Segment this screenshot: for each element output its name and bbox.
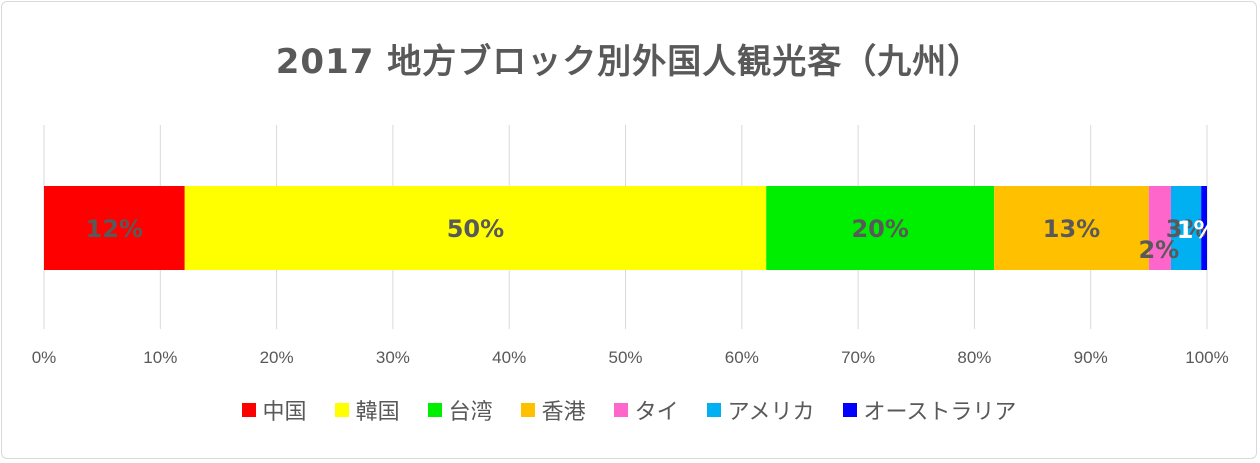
legend-label: アメリカ	[727, 400, 815, 425]
x-tick-label: 30%	[376, 348, 410, 367]
legend-label: オーストラリア	[863, 400, 1017, 425]
data-label: 1%	[1177, 216, 1218, 244]
legend-item: タイ	[613, 394, 679, 426]
legend-item: 台湾	[427, 394, 493, 426]
bar-segment	[184, 186, 767, 270]
legend-item: 中国	[241, 394, 307, 426]
legend-swatch	[241, 403, 256, 417]
chart-title: 2017 地方ブロック別外国人観光客（九州）	[275, 42, 983, 82]
legend-label: 韓国	[355, 400, 400, 425]
legend-swatch	[842, 403, 857, 417]
x-tick-label: 80%	[957, 348, 991, 367]
bar-segment	[1170, 186, 1202, 270]
legend-label: 香港	[541, 400, 586, 425]
bar-segment	[994, 186, 1149, 270]
x-tick-label: 40%	[492, 348, 526, 367]
data-label: 3%	[1166, 215, 1207, 243]
x-tick-label: 10%	[143, 348, 177, 367]
legend-label: 中国	[262, 400, 307, 425]
x-tick-label: 70%	[841, 348, 875, 367]
legend-item: 韓国	[334, 394, 400, 426]
x-tick-label: 0%	[32, 348, 57, 367]
bar-segment	[44, 186, 185, 270]
legend-swatch	[706, 403, 721, 417]
bar-segment	[1201, 186, 1207, 270]
data-label: 13%	[1043, 215, 1100, 243]
x-tick-label: 100%	[1185, 348, 1228, 367]
data-label: 2%	[1138, 236, 1179, 264]
x-tick-label: 20%	[260, 348, 294, 367]
data-label: 50%	[447, 215, 504, 243]
legend-swatch	[613, 403, 628, 417]
chart-legend: 中国 韓国 台湾 香港 タイ アメリカ オーストラリア	[2, 394, 1256, 426]
legend-swatch	[520, 403, 535, 417]
bar-segment	[1148, 186, 1171, 270]
legend-swatch	[427, 403, 442, 417]
data-label: 20%	[851, 215, 908, 243]
legend-item: オーストラリア	[842, 394, 1017, 426]
x-tick-label: 60%	[725, 348, 759, 367]
legend-label: タイ	[634, 400, 679, 425]
legend-item: アメリカ	[706, 394, 815, 426]
chart-plot-area: 0% 10% 20% 30% 40% 50% 60% 70% 80% 90% 100% 12% 50% 2…	[32, 125, 1229, 367]
legend-swatch	[334, 403, 349, 417]
legend-label: 台湾	[448, 400, 493, 425]
x-tick-label: 50%	[608, 348, 642, 367]
bar-segment	[766, 186, 995, 270]
x-tick-label: 90%	[1074, 348, 1108, 367]
data-label: 12%	[86, 215, 143, 243]
legend-item: 香港	[520, 394, 586, 426]
